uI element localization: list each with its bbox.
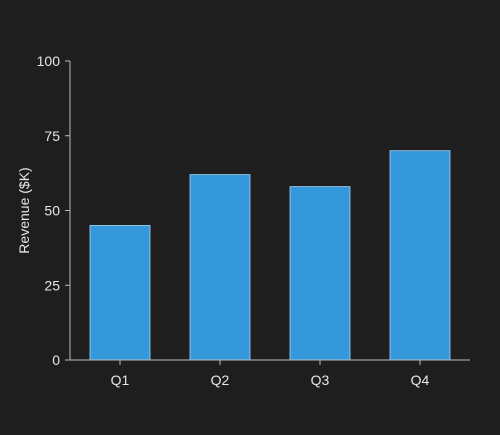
bar-q3 <box>289 186 351 361</box>
bars-group <box>89 150 451 361</box>
x-tick-label: Q2 <box>211 372 230 388</box>
y-axis-label: Revenue ($K) <box>16 167 32 253</box>
y-tick-label: 100 <box>37 53 61 69</box>
y-axis-ticks: 0 25 50 75 100 <box>37 53 70 368</box>
x-axis-ticks: Q1 Q2 Q3 Q4 <box>111 360 430 388</box>
y-tick-label: 75 <box>44 128 60 144</box>
y-tick-label: 25 <box>44 277 60 293</box>
y-tick-label: 0 <box>52 352 60 368</box>
y-tick-label: 50 <box>44 203 60 219</box>
bar-q1 <box>89 225 151 361</box>
x-tick-label: Q3 <box>311 372 330 388</box>
bar-q4 <box>389 150 451 361</box>
bar-q2 <box>189 174 251 361</box>
x-tick-label: Q1 <box>111 372 130 388</box>
x-tick-label: Q4 <box>411 372 430 388</box>
